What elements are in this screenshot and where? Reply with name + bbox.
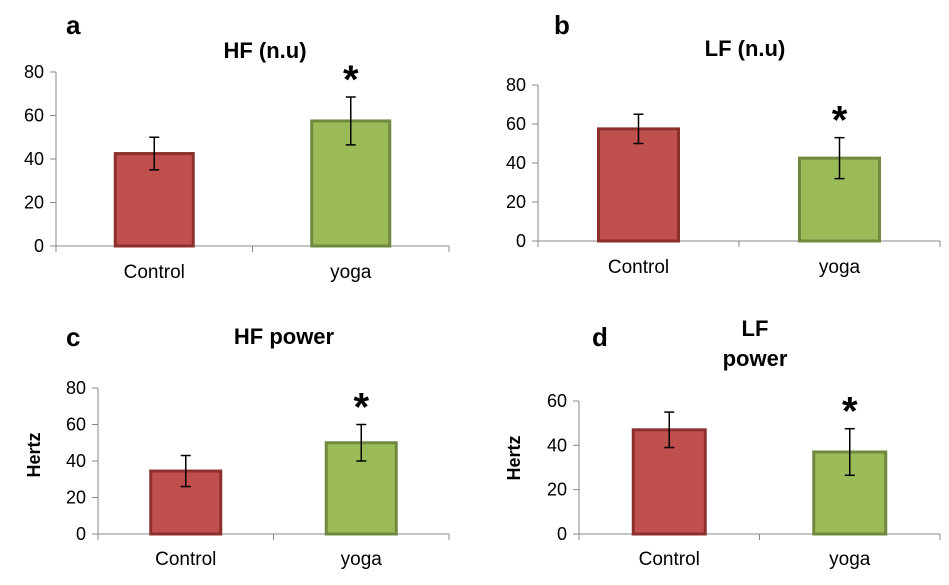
y-tick-label: 40 [66,451,86,471]
y-tick-label: 40 [506,153,526,173]
y-tick-label: 60 [547,391,567,411]
bar-control [597,127,680,243]
y-tick-label: 80 [506,75,526,95]
panel-letter-c: c [66,322,80,352]
y-tick-label: 20 [66,488,86,508]
y-tick-label: 40 [547,435,567,455]
y-tick-label: 20 [547,480,567,500]
chart-panel-d: d LF power Hertz 0 20 40 60 Control yoga * [504,316,941,570]
bar-yoga [310,119,392,248]
chart-title-d-line-1: LF [742,316,769,341]
significance-marker: * [343,58,359,102]
chart-panel-b: b LF (n.u) 0 20 40 60 80 Control yoga * [506,10,941,278]
panel-letter-b: b [554,10,570,40]
x-category-label: yoga [819,257,861,278]
significance-marker: * [353,386,369,430]
chart-title-b: LF (n.u) [705,36,786,61]
chart-panel-a: a HF (n.u) 0 20 40 60 80 Control yoga * [24,10,450,283]
significance-marker: * [842,390,858,434]
x-category-label: Control [124,262,185,283]
panel-letter-a: a [66,10,81,40]
y-tick-label: 20 [24,193,44,213]
y-tick-label: 80 [66,378,86,398]
significance-marker: * [832,99,848,143]
x-category-label: Control [639,549,700,570]
y-axis-label-d: Hertz [504,435,524,480]
chart-title-c: HF power [234,324,335,349]
y-tick-label: 60 [66,415,86,435]
panel-letter-d: d [592,322,608,352]
y-axis-label-c: Hertz [24,432,44,477]
y-tick-label: 0 [76,524,86,544]
x-category-label: Control [608,257,669,278]
y-tick-label: 40 [24,149,44,169]
y-tick-label: 20 [506,192,526,212]
y-tick-label: 0 [516,231,526,251]
x-category-label: Control [155,549,216,570]
x-category-label: yoga [829,549,871,570]
y-tick-label: 60 [24,106,44,126]
y-tick-label: 60 [506,114,526,134]
y-tick-label: 0 [34,236,44,256]
chart-panel-c: c HF power Hertz 0 20 40 60 80 Control yoga * [24,322,450,570]
y-tick-label: 80 [24,62,44,82]
y-tick-label: 0 [557,524,567,544]
x-category-label: yoga [341,549,383,570]
x-category-label: yoga [330,262,372,283]
chart-title-d-line-2: power [723,346,788,371]
chart-title-a: HF (n.u) [223,38,306,63]
